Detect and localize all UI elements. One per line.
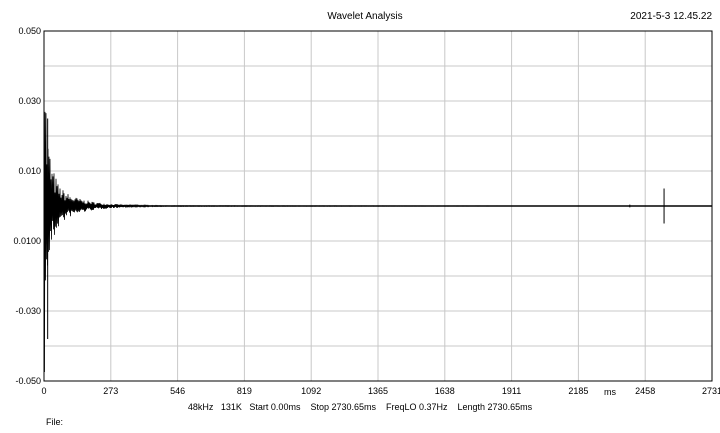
y-tick-label: 0.030 <box>18 96 41 106</box>
x-tick-label: 1365 <box>368 386 388 396</box>
waveform-series <box>43 111 712 372</box>
chart-timestamp: 2021-5-3 12.45.22 <box>630 11 712 22</box>
chart-title: Wavelet Analysis <box>327 11 402 22</box>
x-tick-label: 1638 <box>435 386 455 396</box>
x-tick-label: 0 <box>41 386 46 396</box>
y-tick-label: 0.010 <box>18 166 41 176</box>
file-label: File: <box>46 417 63 427</box>
x-tick-label: 1092 <box>301 386 321 396</box>
y-tick-label: 0.050 <box>18 26 41 36</box>
y-tick-label: 0.0100 <box>13 236 41 246</box>
y-tick-labels: 0.050 0.030 0.010 0.0100 -0.030 -0.050 <box>13 26 41 386</box>
y-tick-label: -0.050 <box>15 376 41 386</box>
measurement-info: 48kHz 131K Start 0.00ms Stop 2730.65ms F… <box>188 402 533 412</box>
y-tick-label: -0.030 <box>15 306 41 316</box>
x-tick-labels: 0 273 546 819 1092 1365 1638 1911 2185 2458 2731 <box>41 386 720 396</box>
x-axis-unit: ms <box>604 387 616 397</box>
x-tick-label: 2458 <box>635 386 655 396</box>
x-tick-label: 273 <box>103 386 118 396</box>
x-tick-label: 819 <box>237 386 252 396</box>
x-tick-label: 2731 <box>702 386 720 396</box>
x-tick-label: 2185 <box>568 386 588 396</box>
x-tick-label: 546 <box>170 386 185 396</box>
x-tick-label: 1911 <box>502 386 521 396</box>
